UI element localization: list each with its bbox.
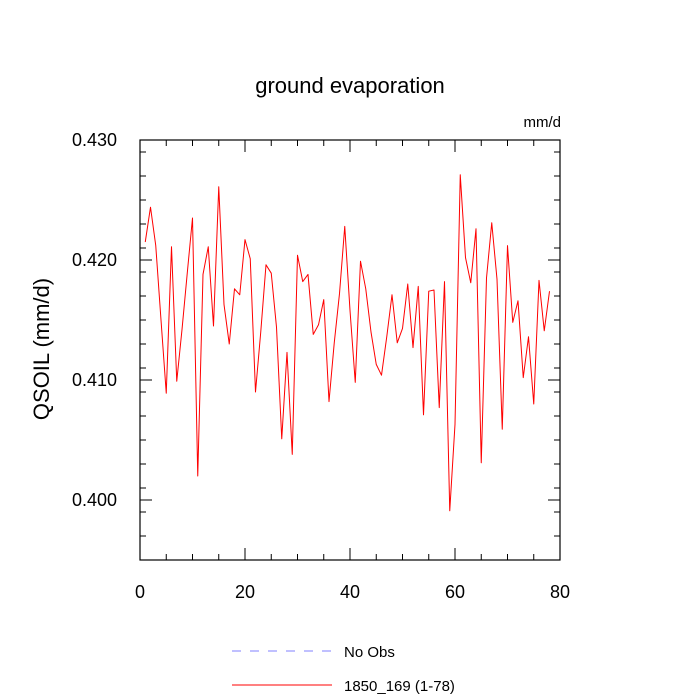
axis-ticks: [139, 139, 561, 561]
legend-label-1850-169: 1850_169 (1-78): [344, 678, 455, 695]
y-tick-label: 0.410: [72, 370, 117, 390]
series-line-1: [144, 174, 550, 512]
chart-title: ground evaporation: [255, 73, 445, 98]
y-axis-label: QSOIL (mm/d): [29, 278, 54, 420]
x-tick-label: 0: [135, 582, 145, 602]
legend: No Obs 1850_169 (1-78): [232, 644, 455, 695]
units-label: mm/d: [524, 114, 562, 131]
plot-frame: [139, 139, 561, 561]
y-tick-label: 0.430: [72, 130, 117, 150]
legend-label-no-obs: No Obs: [344, 644, 395, 661]
x-tick-labels: 0 20 40 60 80: [135, 582, 570, 602]
y-tick-labels: 0.400 0.410 0.420 0.430: [72, 130, 117, 510]
y-tick-label: 0.420: [72, 250, 117, 270]
y-tick-label: 0.400: [72, 490, 117, 510]
series-layer: [144, 174, 550, 512]
x-tick-label: 60: [445, 582, 465, 602]
x-tick-label: 20: [235, 582, 255, 602]
x-tick-label: 40: [340, 582, 360, 602]
x-tick-label: 80: [550, 582, 570, 602]
